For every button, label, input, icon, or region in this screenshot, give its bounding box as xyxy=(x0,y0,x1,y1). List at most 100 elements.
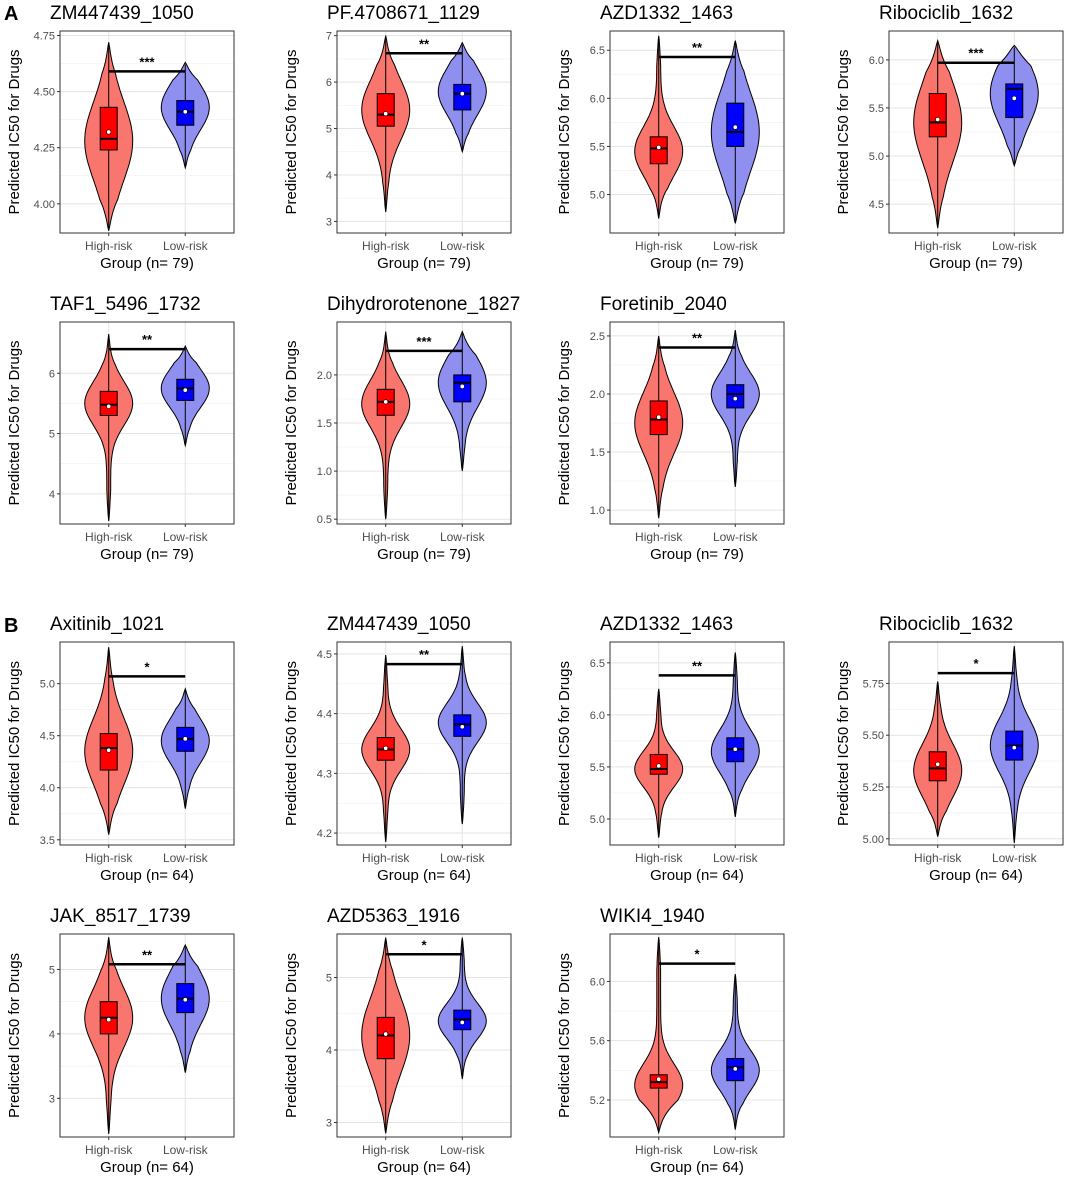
plot-border xyxy=(888,30,1064,234)
y-tick-label: 5.0 xyxy=(869,151,884,163)
y-tick-label: 5 xyxy=(49,429,55,441)
x-tick-label: High-risk xyxy=(914,239,962,253)
y-tick-label: 4.75 xyxy=(34,30,55,42)
y-tick-label: 4.50 xyxy=(34,87,55,99)
y-axis-label: Predicted IC50 for Drugs xyxy=(556,661,573,826)
plot-background xyxy=(337,31,511,233)
mean-point-0 xyxy=(106,1017,112,1023)
plot-border xyxy=(59,321,235,525)
mean-point-1 xyxy=(459,724,465,730)
y-tick-label: 4.5 xyxy=(869,199,884,211)
significance-label: *** xyxy=(416,334,432,349)
mean-point-1 xyxy=(182,387,188,393)
significance-label: ** xyxy=(419,647,430,662)
y-tick-label: 5 xyxy=(49,964,55,976)
plot-title: AZD1332_1463 xyxy=(600,614,733,635)
chart-8: 3.5 4.0 4.5 5.0 * High-risk Low-risk Axitinib_1… xyxy=(6,614,235,884)
significance-label: ** xyxy=(142,947,153,962)
y-axis-label: Predicted IC50 for Drugs xyxy=(283,953,300,1118)
plot-title: TAF1_5496_1732 xyxy=(50,294,201,315)
y-tick-label: 5.2 xyxy=(590,1095,605,1107)
plot-border xyxy=(609,30,785,234)
y-axis-label: Predicted IC50 for Drugs xyxy=(556,953,573,1118)
x-axis-label: Group (n= 64) xyxy=(929,867,1023,884)
x-tick-label: Low-risk xyxy=(163,1143,209,1157)
significance-label: *** xyxy=(968,46,984,61)
box-0 xyxy=(376,93,395,127)
y-axis-label: Predicted IC50 for Drugs xyxy=(556,49,573,214)
x-tick-label: Low-risk xyxy=(992,851,1038,865)
x-axis-label: Group (n= 79) xyxy=(100,546,194,563)
y-axis-label: Predicted IC50 for Drugs xyxy=(6,49,23,214)
significance-label: ** xyxy=(419,36,430,51)
chart-5: 4 5 6 ** High-risk Low-risk TAF1_5496_1732 Grou… xyxy=(6,294,235,563)
mean-point-1 xyxy=(459,383,465,389)
significance-label: ** xyxy=(692,658,703,673)
y-tick-label: 5.5 xyxy=(590,141,605,153)
plot-border xyxy=(609,641,785,846)
x-tick-label: High-risk xyxy=(635,530,683,544)
mean-point-1 xyxy=(732,396,738,402)
y-axis-label: Predicted IC50 for Drugs xyxy=(6,661,23,826)
chart-14: 5.2 5.6 6.0 * High-risk Low-risk WIKI4_1940 Gro… xyxy=(556,906,785,1176)
plot-title: JAK_8517_1739 xyxy=(50,906,191,927)
x-tick-label: Low-risk xyxy=(163,530,209,544)
y-tick-label: 5.25 xyxy=(863,782,884,794)
y-tick-label: 7 xyxy=(326,31,332,43)
mean-point-1 xyxy=(1011,95,1017,101)
box-0 xyxy=(928,93,947,138)
y-axis-label: Predicted IC50 for Drugs xyxy=(283,49,300,214)
y-axis-label: Predicted IC50 for Drugs xyxy=(283,340,300,505)
plot-border xyxy=(59,30,235,234)
mean-point-1 xyxy=(182,997,188,1003)
box-0 xyxy=(376,1016,395,1060)
x-axis-label: Group (n= 64) xyxy=(377,1159,471,1176)
y-tick-label: 5 xyxy=(326,124,332,136)
plot-title: Ribociclib_1632 xyxy=(879,614,1013,635)
plot-title: AZD1332_1463 xyxy=(600,3,733,24)
x-tick-label: Low-risk xyxy=(713,239,759,253)
x-tick-label: Low-risk xyxy=(440,1143,486,1157)
y-tick-label: 5 xyxy=(326,973,332,985)
y-tick-label: 5.0 xyxy=(590,190,605,202)
mean-point-0 xyxy=(656,1076,662,1082)
x-axis-label: Group (n= 79) xyxy=(377,546,471,563)
x-tick-label: High-risk xyxy=(914,851,962,865)
chart-12: 3 4 5 ** High-risk Low-risk JAK_8517_1739 Group… xyxy=(6,906,235,1176)
y-tick-label: 6.0 xyxy=(869,55,884,67)
y-tick-label: 4 xyxy=(326,1045,332,1057)
plot-title: Ribociclib_1632 xyxy=(879,3,1013,24)
x-tick-label: High-risk xyxy=(362,851,410,865)
plot-background xyxy=(60,322,234,524)
y-tick-label: 4.3 xyxy=(317,768,332,780)
y-tick-label: 4 xyxy=(49,489,55,501)
x-tick-label: High-risk xyxy=(85,530,133,544)
y-tick-label: 5.0 xyxy=(40,679,55,691)
plot-title: Foretinib_2040 xyxy=(600,294,727,315)
plot-title: ZM447439_1050 xyxy=(50,3,194,24)
mean-point-0 xyxy=(106,403,112,409)
x-tick-label: Low-risk xyxy=(163,851,209,865)
y-axis-label: Predicted IC50 for Drugs xyxy=(835,661,852,826)
y-tick-label: 5.5 xyxy=(590,762,605,774)
plot-border xyxy=(336,30,512,234)
x-tick-label: High-risk xyxy=(635,239,683,253)
y-tick-label: 6 xyxy=(49,368,55,380)
y-tick-label: 2.5 xyxy=(590,331,605,343)
x-axis-label: Group (n= 79) xyxy=(650,255,744,272)
y-tick-label: 3 xyxy=(49,1093,55,1105)
y-tick-label: 3.5 xyxy=(40,835,55,847)
chart-6: 0.5 1.0 1.5 2.0 *** High-risk Low-risk Dihydror… xyxy=(283,294,520,563)
y-tick-label: 6 xyxy=(326,77,332,89)
y-axis-label: Predicted IC50 for Drugs xyxy=(6,340,23,505)
x-axis-label: Group (n= 64) xyxy=(650,867,744,884)
x-axis-label: Group (n= 64) xyxy=(377,867,471,884)
mean-point-0 xyxy=(383,399,389,405)
x-tick-label: High-risk xyxy=(362,1143,410,1157)
plot-background xyxy=(610,934,784,1137)
y-tick-label: 4.00 xyxy=(34,199,55,211)
mean-point-0 xyxy=(383,111,389,117)
significance-label: ** xyxy=(692,331,703,346)
y-tick-label: 0.5 xyxy=(317,514,332,526)
